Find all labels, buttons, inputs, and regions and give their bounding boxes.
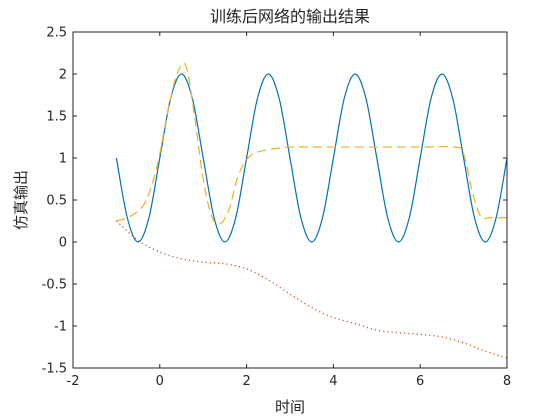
y-tick-label: 1 — [59, 152, 67, 167]
y-tick-label: 2 — [59, 68, 67, 83]
x-tick-label: 0 — [156, 374, 164, 389]
x-axis-label: 时间 — [275, 398, 305, 416]
series-line-3 — [115, 220, 508, 359]
y-tick-label: 0 — [59, 236, 67, 251]
x-tick-label: 8 — [503, 374, 511, 389]
y-tick-label: 0.5 — [46, 194, 67, 209]
series-line-1 — [115, 73, 508, 243]
series-layer — [115, 62, 508, 359]
x-tick-label: 6 — [416, 374, 424, 389]
x-tick-label: -2 — [67, 374, 80, 389]
series-line-2 — [116, 62, 508, 225]
chart-title: 训练后网络的输出结果 — [210, 7, 370, 26]
y-tick-label: -1 — [54, 320, 67, 335]
y-axis-label: 仿真输出 — [12, 170, 30, 230]
y-tick-label: -0.5 — [42, 278, 67, 293]
y-tick-label: -1.5 — [42, 362, 67, 377]
tick-layer: -2 0 2 4 6 8 -1.5 -1 -0.5 0 0.5 1 1.5 2 2.5 — [42, 26, 512, 390]
y-tick-label: 1.5 — [46, 110, 67, 125]
x-tick-label: 4 — [329, 374, 337, 389]
y-tick-label: 2.5 — [46, 26, 67, 41]
x-tick-label: 2 — [242, 374, 250, 389]
plot-area — [73, 32, 507, 368]
